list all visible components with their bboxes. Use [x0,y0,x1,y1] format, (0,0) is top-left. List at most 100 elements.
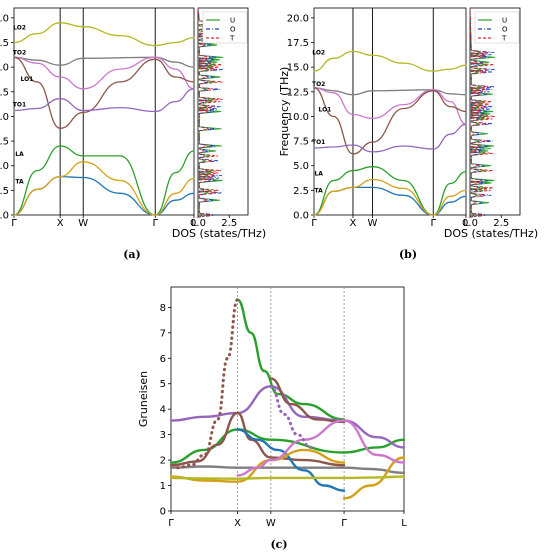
dos-legend-box [474,11,520,44]
band-line [313,87,467,96]
plot-frame [13,7,195,216]
y-tick-label: 5.0 [0,161,9,172]
branch-label: LO2 [312,49,325,56]
dos-tick-label: 2.5 [493,218,509,229]
dos-legend-box [202,11,248,44]
band-line [13,22,195,47]
y-axis-label: Gruneisen [137,371,150,427]
y-tick-label: 2.5 [293,186,309,197]
y-tick-label: 5 [160,379,166,390]
legend-label: O [502,26,508,34]
kpoint-label: Γ [152,218,158,229]
dos-tick-label: 2.5 [221,218,237,229]
y-tick-label: 2 [160,456,166,467]
band-line [169,448,406,500]
y-tick-label: 5.0 [293,161,309,172]
band-line [269,377,346,424]
branch-label: TO2 [312,81,325,88]
kpoint-label: Γ [341,518,347,529]
dos-tick-label: 0.0 [462,218,478,229]
chart-c: 0 1 2 3 4 5 6 7 8 Γ X W Γ L Gruneisen (c) [137,286,407,551]
legend-label: U [230,17,235,25]
branch-label: LO1 [318,107,331,114]
branch-label: LA [314,171,323,178]
panel-caption: (a) [123,248,141,261]
kpoint-label: Γ [168,518,174,529]
y-tick-label: 7.5 [293,137,309,148]
band-line [169,475,406,480]
kpoint-label: X [350,218,357,229]
y-tick-label: 8 [160,303,166,314]
kpoint-label: Γ [11,218,17,229]
y-tick-label: 3 [160,430,166,441]
plot-frame [313,7,467,216]
kpoint-label: L [463,218,469,229]
panel-caption: (b) [399,248,417,261]
band-line [13,88,195,113]
dos-curve [197,7,223,218]
legend-label: U [502,17,507,25]
dos-frame [469,7,521,216]
band-line [13,56,195,90]
branch-label: TO1 [312,139,325,146]
band-line [169,411,346,467]
kpoint-label: L [191,218,197,229]
branch-label: TA [315,187,324,194]
kpoint-label: W [266,518,276,529]
y-tick-label: 17.5 [0,38,9,49]
dos-curve [469,7,496,218]
band-line [169,465,406,474]
dos-axis-label: DOS (states/THz) [444,227,538,240]
y-tick-label: 10.0 [0,112,9,123]
plot-frame [170,286,405,512]
band-line [313,178,467,216]
kpoint-label: Γ [311,218,317,229]
branch-label: LO2 [13,25,26,32]
band-line [13,145,195,216]
band-dotted-line [269,384,313,449]
legend-label: T [229,35,235,43]
band-line [313,166,467,216]
kpoint-label: Γ [430,218,436,229]
y-tick-label: 12.5 [287,87,309,98]
branch-label: TO2 [13,49,26,56]
band-line [236,298,346,421]
dos-frame [197,7,249,216]
y-tick-label: 15.0 [0,63,9,74]
y-tick-label: 20.0 [0,13,9,24]
chart-a: 0.02.55.07.510.012.515.017.520.0ΓXWΓLFre… [0,7,266,261]
branch-label: LO1 [20,76,33,83]
panel-caption: (c) [270,538,287,551]
y-tick-label: 7 [160,328,166,339]
band-line [313,87,467,155]
kpoint-label: W [78,218,88,229]
legend-label: T [501,35,507,43]
chart-b: 0.0 2.5 5.0 7.5 10.0 12.5 15.0 17.5 20.0 Γ X W Γ L Fre… [278,7,538,261]
branch-label: TO1 [13,102,26,109]
band-line [13,56,195,68]
y-tick-label: 0.0 [0,211,9,222]
dos-tick-label: 0.0 [190,218,206,229]
y-tick-label: 6 [160,354,166,365]
y-tick-label: 15.0 [287,63,309,74]
kpoint-label: X [234,518,241,529]
y-tick-label: 1 [160,481,166,492]
y-tick-label: 0.0 [293,211,309,222]
y-tick-label: 2.5 [0,186,9,197]
y-tick-label: 12.5 [0,87,9,98]
legend-label: O [230,26,236,34]
y-tick-label: 20.0 [287,13,309,24]
dos-axis-label: DOS (states/THz) [172,227,266,240]
dos-curve [197,7,223,218]
branch-label: LA [15,151,24,158]
band-line [236,428,346,492]
y-tick-label: 10.0 [287,112,309,123]
y-tick-label: 4 [160,405,166,416]
y-axis-label: Frequency (THz) [278,67,291,157]
kpoint-label: L [401,518,407,529]
y-tick-label: 17.5 [287,38,309,49]
band-line [13,56,195,129]
kpoint-label: X [57,218,64,229]
y-tick-label: 0 [160,507,166,518]
branch-label: TA [15,178,24,185]
